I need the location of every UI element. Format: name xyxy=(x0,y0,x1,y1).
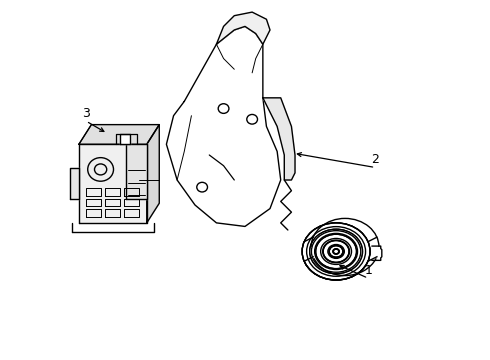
Polygon shape xyxy=(147,125,159,223)
Polygon shape xyxy=(70,168,79,199)
Text: 3: 3 xyxy=(82,107,90,120)
Polygon shape xyxy=(217,12,270,44)
Ellipse shape xyxy=(302,223,370,280)
Polygon shape xyxy=(126,144,147,199)
Polygon shape xyxy=(79,125,159,144)
Text: 1: 1 xyxy=(364,264,372,277)
Ellipse shape xyxy=(303,224,369,279)
Polygon shape xyxy=(167,26,281,226)
Polygon shape xyxy=(79,144,147,223)
Polygon shape xyxy=(120,134,130,144)
Polygon shape xyxy=(263,98,295,180)
Text: 2: 2 xyxy=(371,153,379,166)
